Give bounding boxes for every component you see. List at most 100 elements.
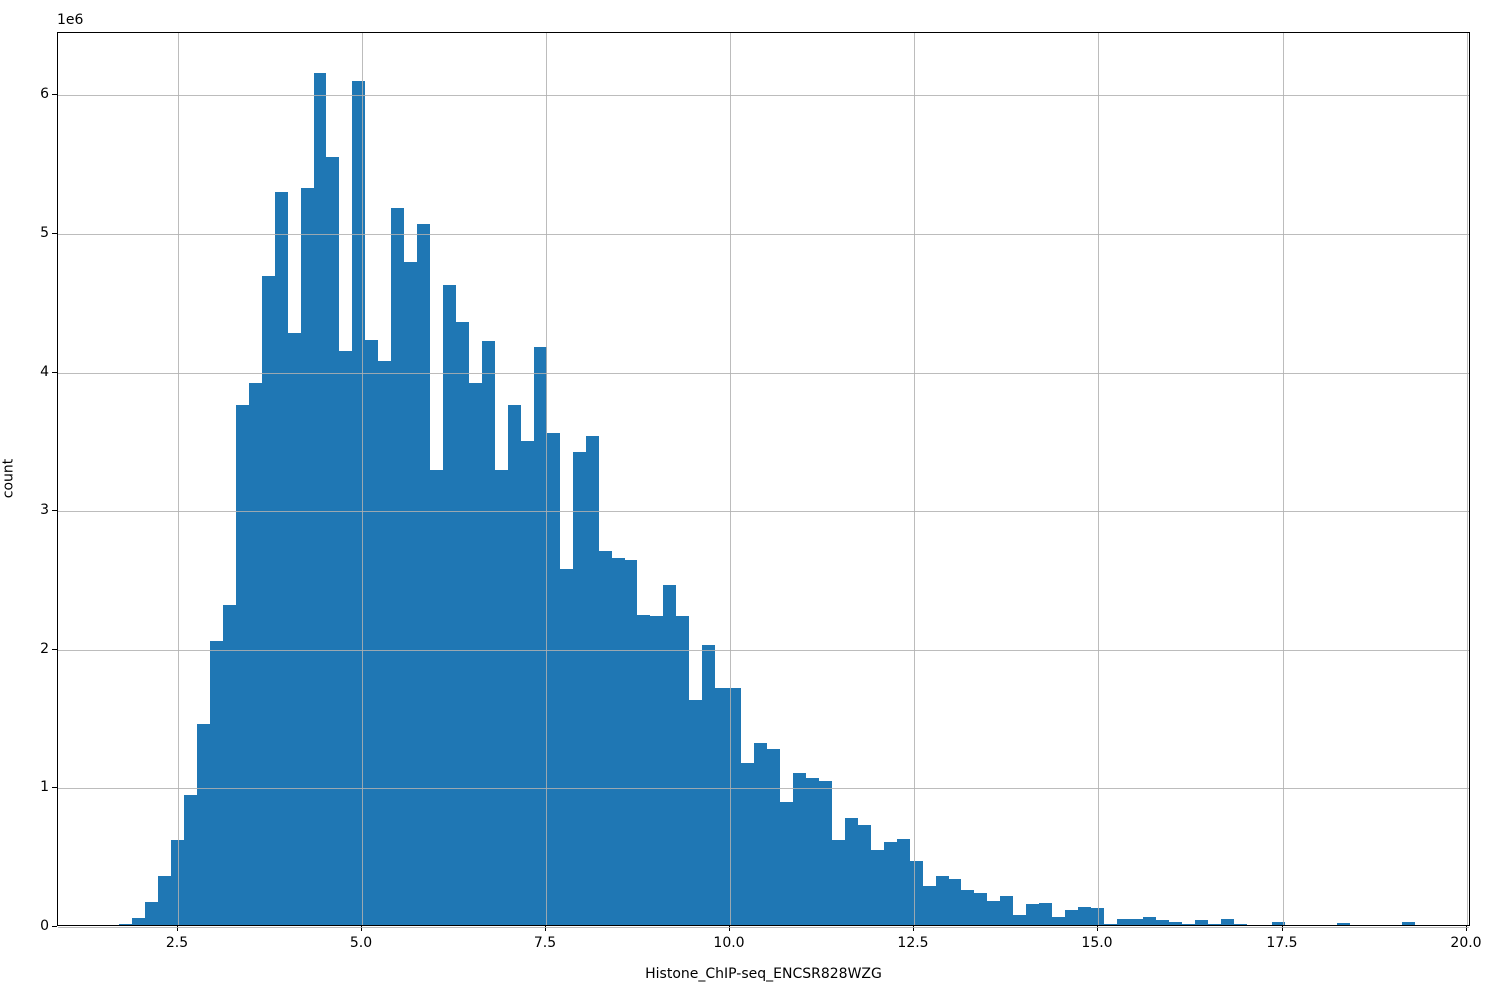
histogram-bar (1091, 908, 1104, 925)
histogram-bar (845, 818, 858, 925)
y-tick-label: 5 (40, 225, 49, 241)
histogram-bar (1195, 920, 1208, 925)
x-tick-mark (729, 926, 730, 931)
histogram-bar (573, 452, 586, 925)
y-tick-mark (52, 372, 57, 373)
histogram-bar (586, 436, 599, 925)
histogram-bar (1078, 907, 1091, 925)
histogram-bar (1272, 922, 1285, 925)
x-tick-label: 2.5 (165, 935, 189, 951)
histogram-bar (417, 224, 430, 925)
histogram-bar (275, 192, 288, 925)
y-axis-label: count (0, 458, 17, 499)
histogram-bar (949, 879, 961, 925)
histogram-bar (547, 433, 560, 925)
histogram-bar (560, 569, 573, 925)
histogram-bar (625, 560, 637, 925)
histogram-bar (443, 285, 456, 925)
histogram-bar (1221, 919, 1234, 925)
histogram-bar (974, 893, 987, 925)
vertical-gridline (1098, 33, 1099, 925)
y-tick-mark (52, 649, 57, 650)
horizontal-gridline (58, 234, 1469, 235)
x-tick-label: 20.0 (1450, 935, 1482, 951)
histogram-bar (314, 73, 326, 925)
histogram-bar (1104, 924, 1117, 925)
vertical-gridline (914, 33, 915, 925)
histogram-bar (365, 340, 378, 925)
histogram-bar (456, 322, 469, 925)
vertical-gridline (546, 33, 547, 925)
x-tick-label: 5.0 (349, 935, 373, 951)
histogram-bar (832, 840, 845, 925)
x-tick-mark (545, 926, 546, 931)
histogram-bar (650, 616, 663, 925)
histogram-bar (210, 641, 223, 925)
histogram-bar (119, 924, 132, 925)
histogram-bar (184, 795, 197, 925)
horizontal-gridline (58, 788, 1469, 789)
histogram-bar (339, 351, 352, 925)
x-tick-mark (177, 926, 178, 931)
histogram-bar (1208, 924, 1221, 925)
histogram-bar (702, 645, 715, 925)
histogram-bar (987, 901, 1000, 925)
histogram-bar (223, 605, 236, 925)
histogram-bar (469, 383, 482, 925)
histogram-bar (741, 763, 754, 925)
horizontal-gridline (58, 650, 1469, 651)
y-axis-offset-text: 1e6 (57, 12, 84, 28)
histogram-bar (288, 333, 301, 925)
histogram-bar (897, 839, 910, 925)
histogram-bar (910, 861, 923, 925)
histogram-bar (508, 405, 521, 925)
histogram-bar (728, 688, 741, 925)
histogram-bar (1156, 920, 1169, 925)
histogram-bar (326, 157, 339, 925)
y-tick-mark (52, 94, 57, 95)
histogram-bar (819, 781, 832, 925)
histogram-bar (1052, 917, 1065, 925)
y-tick-mark (52, 926, 57, 927)
histogram-bar (1065, 910, 1078, 925)
plot-area (57, 32, 1470, 928)
histogram-bar (806, 778, 819, 925)
histogram-bar (1039, 903, 1052, 925)
histogram-bar (676, 616, 689, 925)
y-tick-label: 1 (40, 779, 49, 795)
vertical-gridline (178, 33, 179, 925)
histogram-bar (1337, 923, 1350, 925)
histogram-bar (534, 347, 547, 925)
horizontal-gridline (58, 95, 1469, 96)
horizontal-gridline (58, 927, 1469, 928)
histogram-bar (1182, 924, 1195, 925)
horizontal-gridline (58, 511, 1469, 512)
histogram-bar (1026, 904, 1039, 925)
y-tick-label: 4 (40, 364, 49, 380)
histogram-bar (923, 886, 936, 925)
histogram-bar (1013, 915, 1026, 925)
y-tick-mark (52, 787, 57, 788)
histogram-bar (236, 405, 249, 925)
histogram-bar (145, 902, 158, 925)
histogram-bar (171, 840, 184, 925)
y-tick-label: 3 (40, 502, 49, 518)
histogram-bar (249, 383, 262, 925)
y-tick-mark (52, 510, 57, 511)
x-tick-label: 10.0 (713, 935, 745, 951)
histogram-bar (391, 208, 404, 925)
histogram-bar (961, 890, 974, 925)
x-tick-label: 12.5 (897, 935, 929, 951)
histogram-bar (378, 361, 391, 925)
histogram-bar (793, 773, 806, 925)
histogram-bar (1234, 924, 1247, 925)
histogram-bar (352, 81, 365, 925)
x-tick-mark (1282, 926, 1283, 931)
histogram-bar (132, 918, 145, 925)
histogram-bar (871, 850, 884, 925)
x-tick-mark (913, 926, 914, 931)
histogram-bar (599, 551, 612, 925)
histogram-bar (521, 441, 534, 925)
histogram-bar (612, 558, 625, 925)
